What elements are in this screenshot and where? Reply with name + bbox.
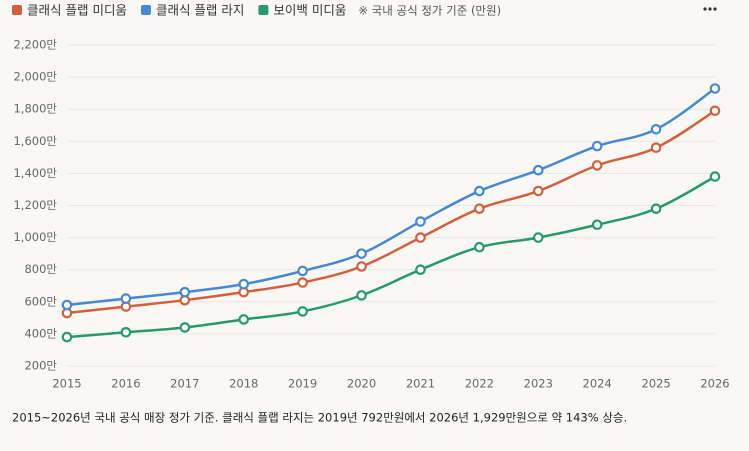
data-point [474, 185, 485, 197]
y-tick-label: 2,200만 [13, 38, 57, 52]
data-point [238, 314, 250, 325]
x-tick-label: 2020 [347, 377, 376, 391]
x-tick-label: 2024 [583, 377, 612, 391]
x-tick-label: 2021 [406, 377, 435, 391]
data-point [238, 278, 250, 290]
y-tick-label: 800만 [24, 262, 57, 276]
legend-item[interactable]: 보이백 미디움 [258, 3, 346, 18]
x-tick-label: 2026 [700, 377, 729, 391]
data-point [297, 265, 308, 277]
y-tick-label: 200만 [24, 359, 57, 373]
x-tick-label: 2018 [229, 377, 258, 391]
caption: 2015~2026년 국내 공식 매장 정가 기준. 클래식 플랩 라지는 20… [12, 411, 627, 425]
data-point [709, 171, 721, 182]
legend-item[interactable]: 클래식 플랩 미디움 [12, 3, 127, 18]
data-point [61, 299, 73, 311]
x-tick-label: 2015 [52, 377, 81, 391]
y-tick-label: 1,400만 [13, 166, 57, 180]
data-point [61, 331, 73, 343]
y-tick-label: 1,600만 [13, 134, 57, 148]
data-point [650, 203, 662, 215]
data-point [356, 290, 367, 301]
legend-item[interactable]: 클래식 플랩 라지 [140, 3, 244, 18]
data-point [474, 203, 485, 215]
legend-swatch [258, 5, 269, 15]
data-point [650, 123, 662, 135]
data-point [709, 105, 721, 117]
x-tick-label: 2025 [641, 377, 670, 391]
data-point [356, 248, 367, 259]
data-point [179, 322, 191, 333]
y-tick-label: 400만 [24, 326, 57, 340]
x-tick-label: 2019 [288, 377, 317, 391]
data-point [356, 261, 367, 272]
data-point [179, 286, 191, 298]
data-point [415, 232, 426, 243]
data-point [650, 142, 662, 154]
x-tick-label: 2022 [465, 377, 494, 391]
data-point [415, 216, 426, 227]
data-point [709, 83, 721, 94]
y-tick-label: 1,000만 [13, 230, 57, 244]
data-point [591, 160, 603, 171]
note: ※ 국내 공식 정가 기준 (만원) [358, 4, 501, 18]
data-point [297, 306, 308, 317]
x-tick-label: 2016 [111, 377, 140, 391]
x-tick-label: 2017 [170, 377, 199, 391]
data-point [120, 326, 132, 338]
data-point [591, 219, 603, 231]
data-point [120, 293, 132, 304]
x-tick-label: 2023 [524, 377, 553, 391]
legend-swatch [12, 5, 22, 15]
legend-label: 보이백 미디움 [273, 3, 346, 18]
y-tick-label: 1,200만 [13, 198, 57, 212]
legend-label: 클래식 플랩 라지 [156, 3, 244, 18]
data-point [591, 140, 603, 152]
menu-icon[interactable] [703, 7, 717, 11]
y-tick-label: 1,800만 [13, 102, 57, 116]
y-tick-label: 600만 [24, 294, 57, 308]
data-point [532, 185, 544, 197]
y-tick-label: 2,000만 [13, 70, 57, 84]
legend-swatch [140, 5, 151, 15]
data-point [474, 241, 485, 253]
data-point [297, 277, 308, 288]
data-point [532, 164, 544, 176]
data-point [415, 264, 426, 275]
legend-label: 클래식 플랩 미디움 [27, 3, 127, 18]
data-point [532, 232, 544, 243]
